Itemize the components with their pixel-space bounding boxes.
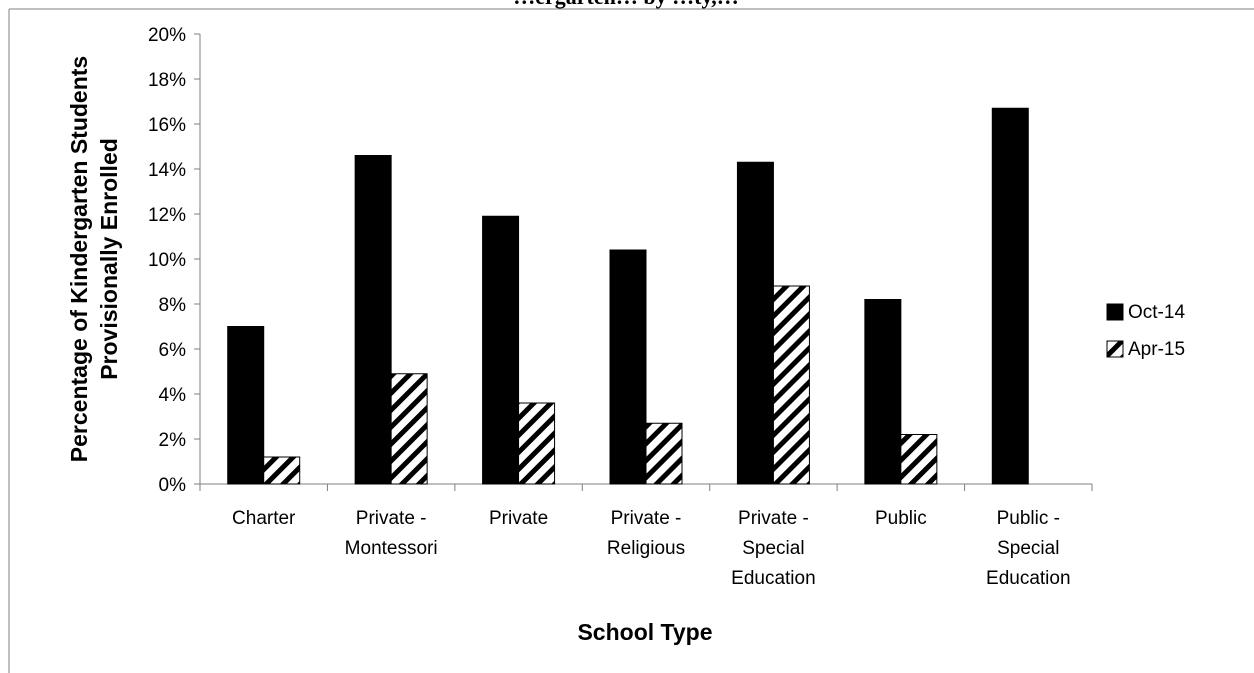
bar-apr-15: [772, 285, 810, 485]
bar-oct-14: [482, 215, 520, 485]
y-axis-title: Percentage of Kindergarten Students Provi…: [66, 56, 122, 462]
y-axis: 0% 2% 4% 6% 8% 10% 12% 14% 16% 18% 20%: [148, 25, 201, 496]
bar-apr-15: [390, 373, 428, 485]
x-tick-label: Public: [875, 508, 927, 529]
legend-swatch: [1106, 340, 1124, 358]
bar-apr-15: [518, 402, 556, 485]
bars: [227, 107, 1029, 485]
bar-oct-14: [227, 326, 265, 485]
legend-label: Oct-14: [1128, 302, 1185, 323]
x-axis-title: School Type: [577, 619, 712, 645]
bar-apr-15: [263, 456, 301, 485]
x-tick-labels: Charter Private -Montessori Private Private…: [232, 508, 1071, 589]
x-tick-label: Private -Special Education: [731, 508, 816, 589]
x-tick-label: Private: [489, 508, 548, 529]
bar-oct-14: [736, 161, 774, 485]
y-tick-label: 10%: [148, 250, 186, 271]
bar-oct-14: [354, 155, 392, 485]
x-tick-label: Public -Special Education: [986, 508, 1071, 589]
x-tick-label: Charter: [232, 508, 296, 529]
y-tick-label: 14%: [148, 160, 186, 181]
y-tick-label: 4%: [159, 385, 187, 406]
legend: Oct-14 Apr-15: [1106, 302, 1185, 360]
y-tick-label: 16%: [148, 115, 186, 136]
bar-oct-14: [991, 107, 1029, 485]
x-tick-label: Private -Montessori: [345, 508, 438, 559]
y-tick-label: 8%: [159, 295, 187, 316]
y-tick-label: 12%: [148, 205, 186, 226]
chart-title-fragment: …ergarten… by …ty,…: [513, 0, 738, 9]
y-tick-label: 6%: [159, 340, 187, 361]
bar-apr-15: [645, 422, 683, 485]
y-tick-label: 2%: [159, 430, 187, 451]
bar-oct-14: [609, 249, 647, 485]
y-tick-label: 18%: [148, 70, 186, 91]
legend-label: Apr-15: [1128, 339, 1185, 360]
y-tick-label: 0%: [159, 475, 187, 496]
y-tick-label: 20%: [148, 25, 186, 46]
legend-swatch: [1106, 303, 1124, 321]
x-tick-label: Private -Religious: [607, 508, 685, 559]
x-axis: [199, 483, 1093, 491]
bar-apr-15: [900, 434, 938, 485]
bar-oct-14: [864, 299, 902, 485]
